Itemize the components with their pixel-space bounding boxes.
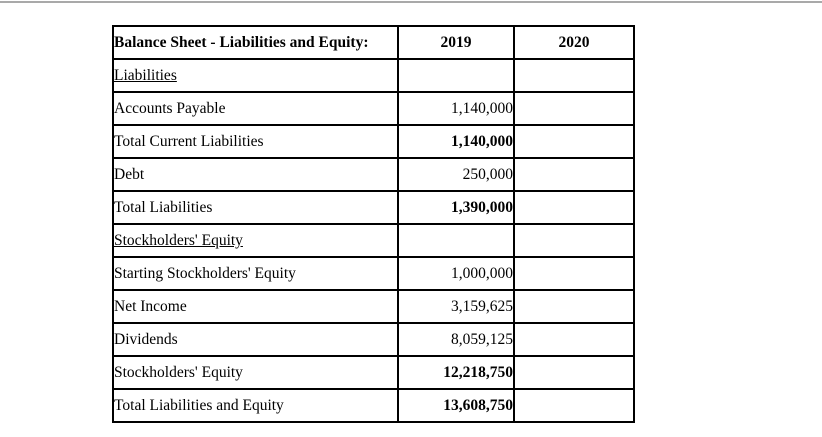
value-2019-cell: 1,140,000 [397,124,515,159]
row-label-cell: Total Liabilities and Equity [112,388,399,423]
value-2020-cell [513,322,635,357]
value-2020-cell [513,355,635,390]
value-2019-cell [397,223,515,258]
table-row: Net Income 3,159,625 [112,289,635,324]
row-label-cell: Debt [112,157,399,192]
value-2019-cell: 12,218,750 [397,355,515,390]
value-2019-cell: 1,000,000 [397,256,515,291]
row-label-cell: Starting Stockholders' Equity [112,256,399,291]
value-2019-cell [397,58,515,93]
value-2019-cell: 1,140,000 [397,91,515,126]
value-2020-cell [513,289,635,324]
table-row: Total Liabilities and Equity 13,608,750 [112,388,635,423]
table-row: Stockholders' Equity 12,218,750 [112,355,635,390]
value-2020-cell [513,58,635,93]
value-2019-cell: 3,159,625 [397,289,515,324]
value-2019-cell: 1,390,000 [397,190,515,225]
value-2019-cell: 250,000 [397,157,515,192]
header-year-2020-cell: 2020 [513,25,635,60]
header-year-2019-cell: 2019 [397,25,515,60]
row-label-cell: Stockholders' Equity [112,355,399,390]
value-2020-cell [513,256,635,291]
row-label-cell: Accounts Payable [112,91,399,126]
top-horizontal-rule [0,1,822,3]
table-row: Debt 250,000 [112,157,635,192]
table-row: Total Current Liabilities 1,140,000 [112,124,635,159]
value-2020-cell [513,157,635,192]
table-row: Starting Stockholders' Equity 1,000,000 [112,256,635,291]
table-title-cell: Balance Sheet - Liabilities and Equity: [112,25,399,60]
row-label-cell: Stockholders' Equity [112,223,399,258]
value-2020-cell [513,91,635,126]
table-row: Liabilities [112,58,635,93]
value-2019-cell: 13,608,750 [397,388,515,423]
balance-sheet-table: Balance Sheet - Liabilities and Equity: … [112,25,635,423]
row-label-cell: Total Current Liabilities [112,124,399,159]
value-2020-cell [513,223,635,258]
value-2020-cell [513,388,635,423]
row-label-cell: Dividends [112,322,399,357]
row-label-cell: Net Income [112,289,399,324]
value-2020-cell [513,190,635,225]
table-row: Dividends 8,059,125 [112,322,635,357]
row-label-cell: Total Liabilities [112,190,399,225]
value-2020-cell [513,124,635,159]
table-row: Accounts Payable 1,140,000 [112,91,635,126]
table-row: Stockholders' Equity [112,223,635,258]
row-label-cell: Liabilities [112,58,399,93]
value-2019-cell: 8,059,125 [397,322,515,357]
table-row: Total Liabilities 1,390,000 [112,190,635,225]
table-header-row: Balance Sheet - Liabilities and Equity: … [112,25,635,60]
